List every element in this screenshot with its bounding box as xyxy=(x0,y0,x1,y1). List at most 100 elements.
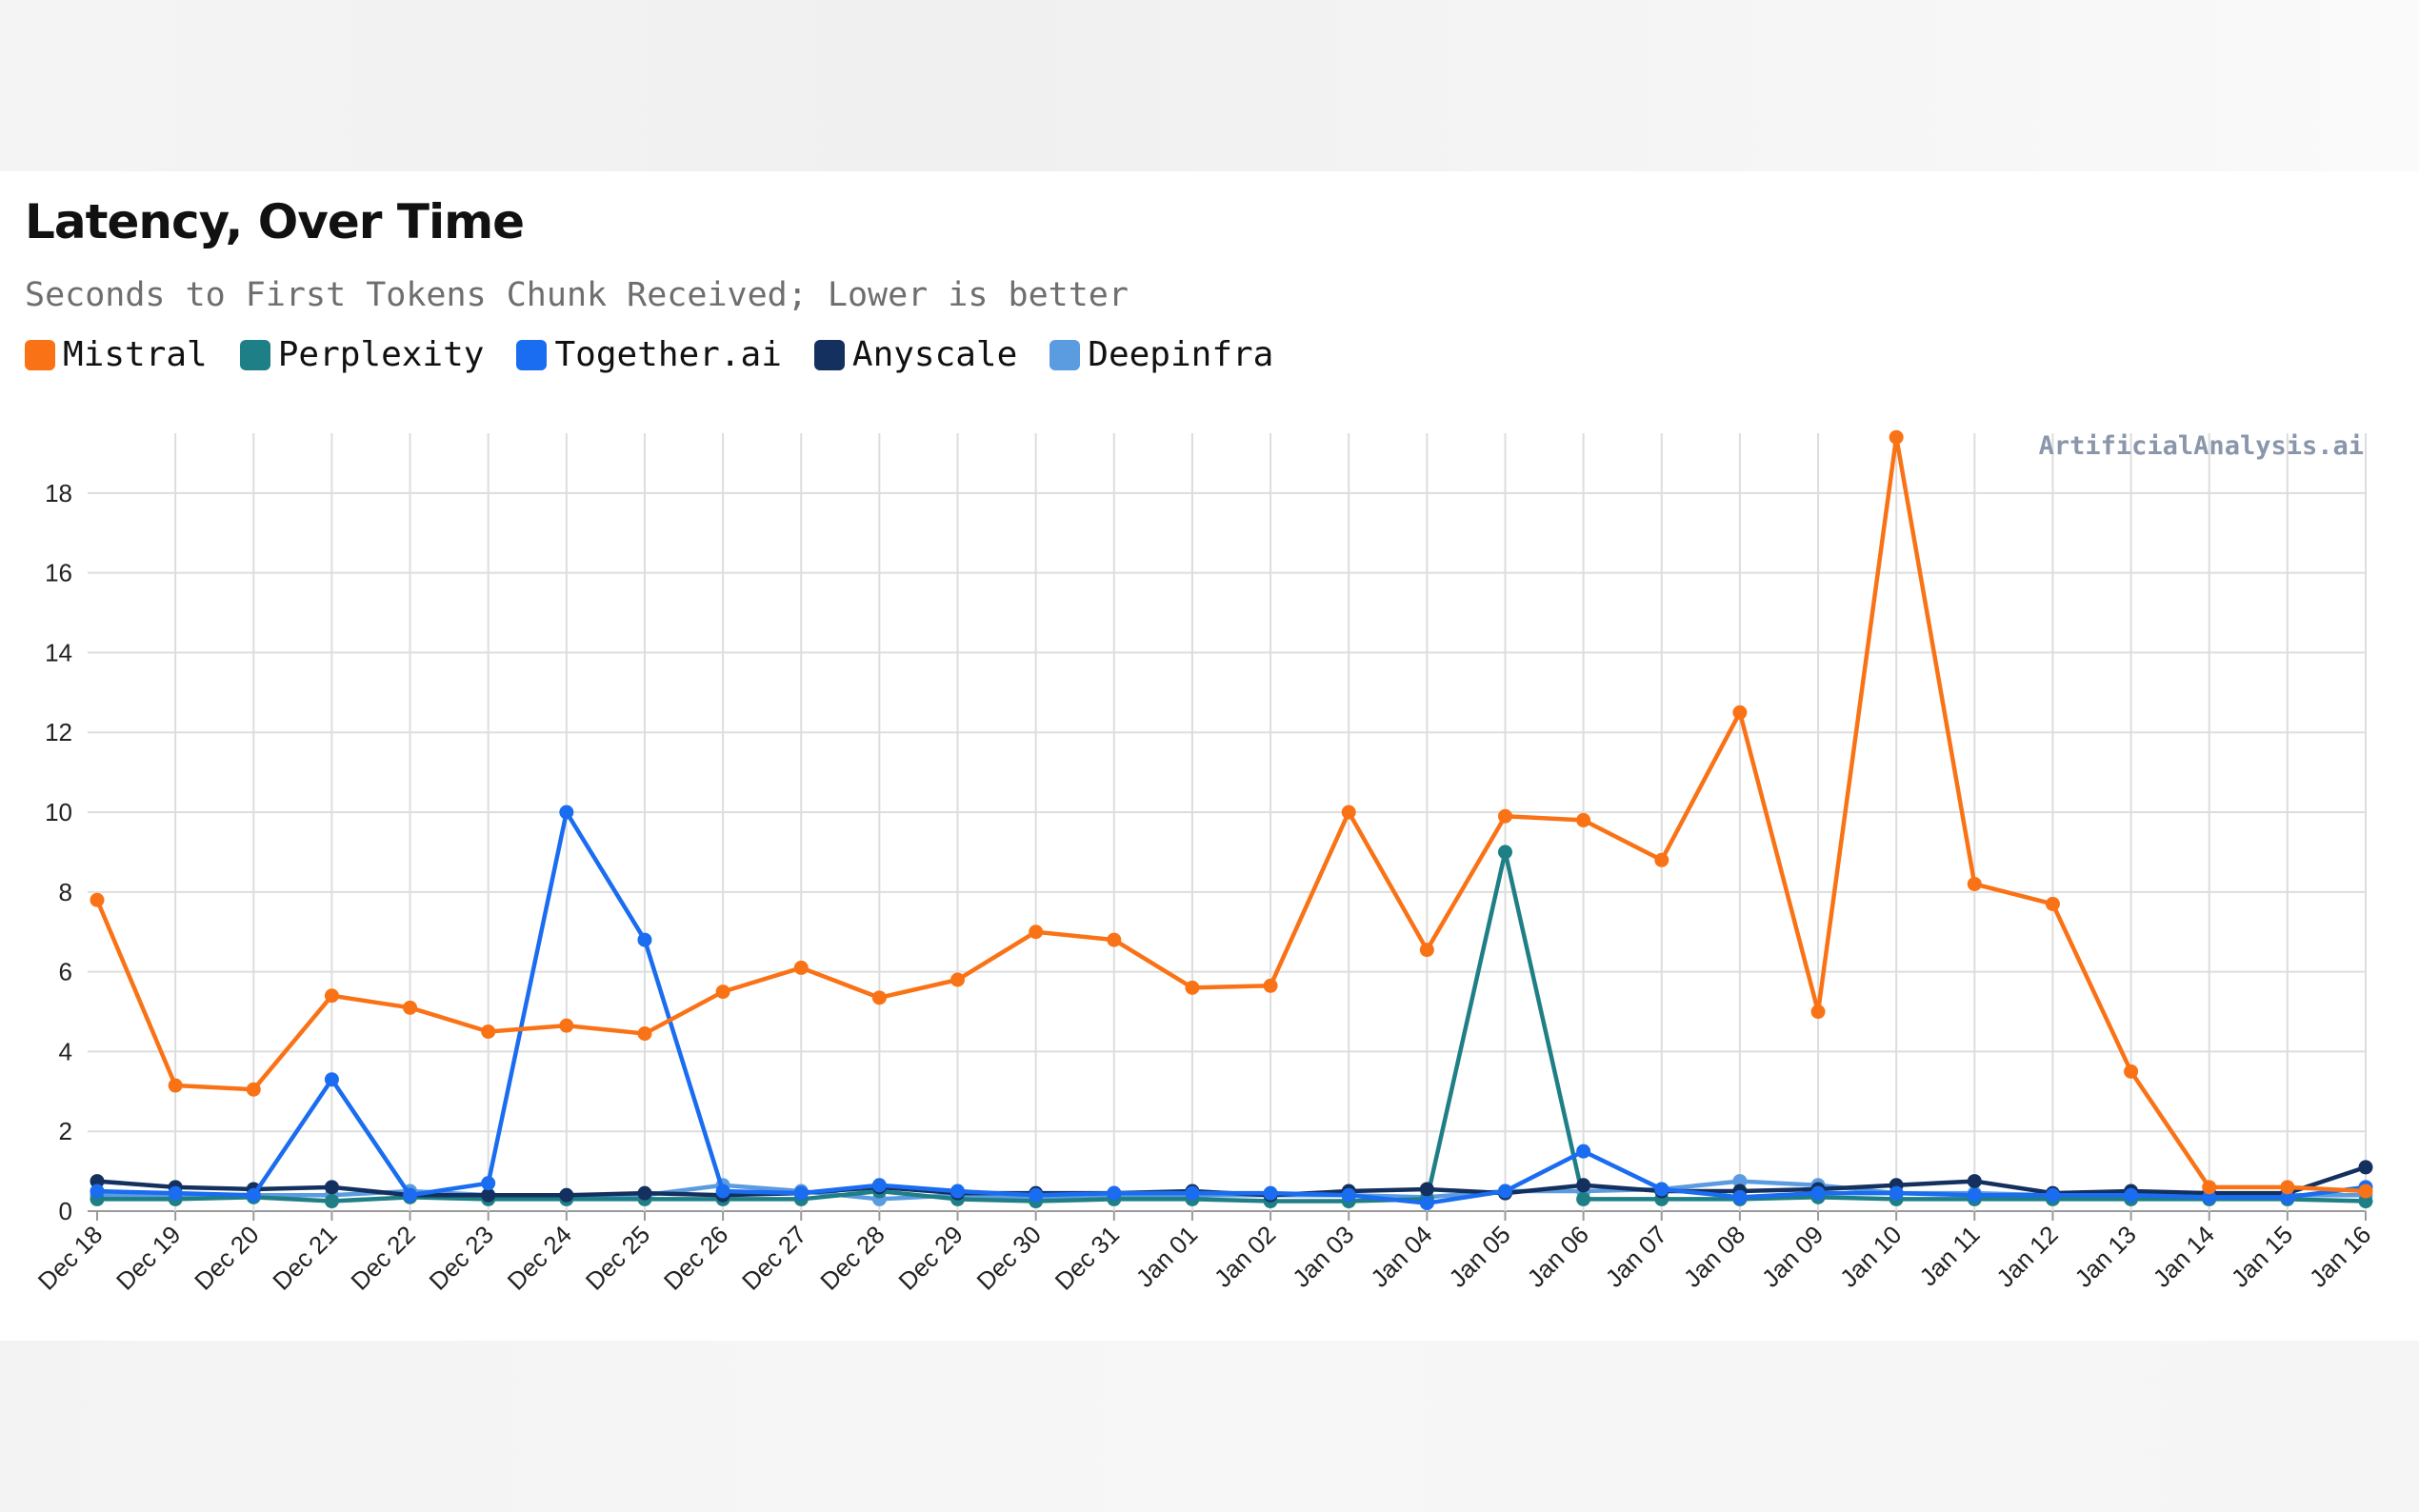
legend-swatch xyxy=(813,339,845,370)
data-point xyxy=(324,988,339,1004)
data-point xyxy=(2280,1189,2295,1204)
data-point xyxy=(715,1184,730,1199)
x-tick-label: Dec 31 xyxy=(1050,1220,1125,1295)
chart-title: Latency, Over Time xyxy=(25,194,525,249)
data-point xyxy=(1576,1144,1591,1159)
data-point xyxy=(481,1024,496,1039)
data-point xyxy=(793,1185,809,1201)
data-point xyxy=(1810,1185,1826,1201)
top-background-band xyxy=(0,0,2419,171)
series-line xyxy=(94,849,2369,1204)
legend-item-anyscale[interactable]: Anyscale xyxy=(813,335,1017,374)
legend-item-deepinfra[interactable]: Deepinfra xyxy=(1050,335,1273,374)
x-tick-label: Jan 09 xyxy=(1756,1220,1829,1292)
series-line xyxy=(94,809,2369,1205)
x-tick-label: Jan 11 xyxy=(1914,1220,1986,1291)
data-point xyxy=(90,1184,105,1199)
x-tick-label: Jan 08 xyxy=(1678,1220,1750,1292)
data-point xyxy=(168,1078,183,1093)
data-point xyxy=(1732,1174,1748,1189)
series-together-ai xyxy=(90,805,2373,1211)
y-tick-label: 18 xyxy=(45,479,72,507)
legend-label: Perplexity xyxy=(277,335,485,374)
x-tick-label: Dec 24 xyxy=(502,1220,577,1295)
data-point xyxy=(2124,1064,2139,1079)
data-point xyxy=(2358,1160,2373,1175)
x-tick-label: Dec 19 xyxy=(110,1220,186,1295)
data-point xyxy=(1107,932,1122,947)
data-point xyxy=(2045,896,2060,911)
x-tick-label: Dec 29 xyxy=(892,1220,968,1295)
legend-swatch xyxy=(239,339,270,370)
series-mistral xyxy=(90,429,2373,1199)
data-point xyxy=(1654,1182,1669,1197)
chart-legend: Mistral Perplexity Together.ai Anyscale … xyxy=(25,335,1306,374)
data-point xyxy=(1419,943,1434,958)
y-tick-label: 16 xyxy=(45,559,72,587)
x-tick-label: Dec 28 xyxy=(814,1220,890,1295)
y-tick-label: 12 xyxy=(45,718,72,746)
x-tick-label: Jan 07 xyxy=(1600,1220,1672,1292)
data-point xyxy=(1576,1178,1591,1193)
data-point xyxy=(637,1026,652,1042)
bottom-background-band xyxy=(0,1341,2419,1512)
x-tick-label: Jan 15 xyxy=(2226,1220,2298,1292)
watermark-text: ArtificialAnalysis.ai xyxy=(2039,431,2364,461)
data-point xyxy=(246,1082,261,1097)
data-point xyxy=(1029,1187,1044,1203)
data-point xyxy=(1263,1185,1278,1201)
data-point xyxy=(1341,805,1356,820)
legend-item-perplexity[interactable]: Perplexity xyxy=(239,335,485,374)
data-point xyxy=(559,805,574,820)
data-point xyxy=(950,972,966,987)
data-point xyxy=(324,1072,339,1087)
data-point xyxy=(1654,852,1669,867)
data-point xyxy=(1810,1005,1826,1020)
data-point xyxy=(1889,429,1904,445)
data-point xyxy=(90,1174,105,1189)
data-point xyxy=(715,985,730,1000)
x-tick-label: Dec 26 xyxy=(658,1220,733,1295)
chart-card xyxy=(0,171,2419,1341)
grid-layer xyxy=(88,433,2367,1212)
legend-label: Together.ai xyxy=(554,335,782,374)
data-point xyxy=(1967,1187,1982,1203)
x-tick-label: Dec 21 xyxy=(267,1220,342,1295)
y-tick-label: 8 xyxy=(59,878,72,906)
data-point xyxy=(950,1184,966,1199)
legend-item-together-ai[interactable]: Together.ai xyxy=(516,335,782,374)
series-line xyxy=(94,434,2369,1194)
x-tick-label: Dec 23 xyxy=(424,1220,499,1295)
data-point xyxy=(1732,1189,1748,1204)
data-point xyxy=(2202,1180,2217,1195)
legend-item-mistral[interactable]: Mistral xyxy=(25,335,208,374)
data-point xyxy=(1107,1185,1122,1201)
data-point xyxy=(403,1187,418,1203)
data-point xyxy=(1263,978,1278,993)
y-tick-label: 2 xyxy=(59,1117,72,1145)
x-tick-label: Jan 02 xyxy=(1209,1220,1281,1292)
x-tick-label: Jan 10 xyxy=(1834,1220,1907,1292)
data-point xyxy=(481,1176,496,1191)
data-point xyxy=(1341,1187,1356,1203)
data-point xyxy=(1185,1185,1200,1201)
data-point xyxy=(1732,705,1748,720)
data-point xyxy=(324,1180,339,1195)
data-point xyxy=(324,1194,339,1209)
data-point xyxy=(1967,876,1982,891)
y-tick-label: 10 xyxy=(45,798,72,826)
y-tick-label: 0 xyxy=(59,1197,72,1225)
legend-swatch xyxy=(516,339,548,370)
data-point xyxy=(1419,1182,1434,1197)
data-point xyxy=(637,932,652,947)
x-tick-label: Dec 25 xyxy=(580,1220,655,1295)
x-tick-label: Dec 30 xyxy=(970,1220,1046,1295)
x-tick-label: Dec 20 xyxy=(189,1220,264,1295)
data-point xyxy=(481,1187,496,1203)
chart-subtitle: Seconds to First Tokens Chunk Received; … xyxy=(25,276,1129,314)
data-point xyxy=(90,892,105,907)
x-tick-label: Dec 22 xyxy=(345,1220,420,1295)
data-point xyxy=(2124,1187,2139,1203)
